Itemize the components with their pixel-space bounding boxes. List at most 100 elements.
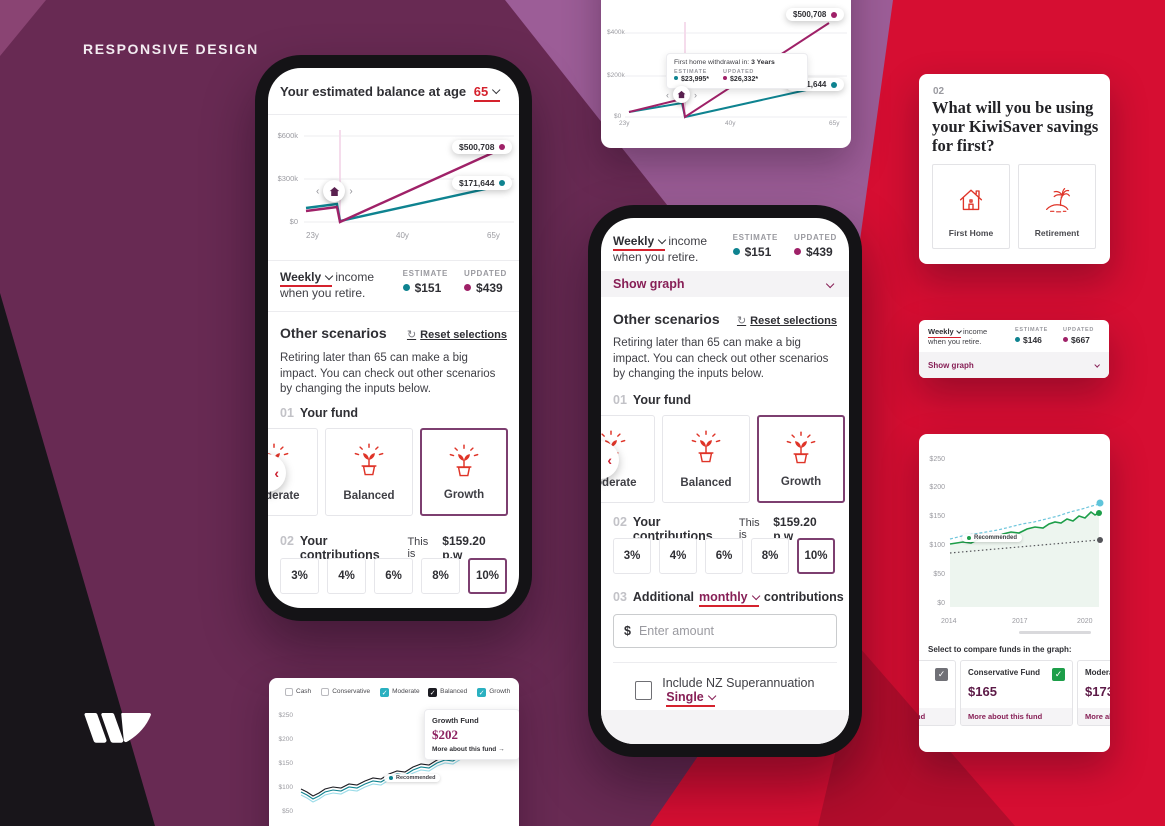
home-marker-icon[interactable] — [323, 180, 346, 202]
prev-arrow-icon: ‹ — [607, 452, 612, 468]
phone-mockup-middle: Weekly income when you retire. ESTIMATE … — [588, 205, 862, 757]
question-number: 02 — [933, 86, 945, 97]
y-tick: $300k — [277, 174, 298, 183]
y-tick: $50 — [282, 808, 293, 815]
option-retirement[interactable]: Retirement — [1018, 164, 1096, 249]
legend-checkbox[interactable]: ✓ — [428, 688, 438, 697]
contribution-8pct-button[interactable]: 8% — [751, 538, 789, 574]
withdrawal-tooltip: First home withdrawal in: 3 Years ESTIMA… — [666, 53, 808, 89]
income-frequency-dropdown[interactable]: Weekly — [613, 234, 667, 251]
more-about-fund-link[interactable]: More about this fund — [961, 708, 1072, 725]
legend-checkbox[interactable]: ✓ — [380, 688, 390, 697]
reset-selections-link[interactable]: ↻ Reset selections — [736, 315, 837, 327]
income-suffix: income — [668, 234, 707, 248]
tooltip-fund-name: Growth Fund — [432, 716, 479, 725]
age-dropdown[interactable]: 65 — [473, 84, 502, 102]
amount-input[interactable] — [636, 623, 826, 639]
y-tick: $150 — [929, 513, 945, 520]
more-about-fund-link[interactable]: More about this fund → — [432, 746, 505, 753]
nz-super-label: Include NZ Superannuation — [662, 676, 815, 690]
mini-income-card: Weekly income when you retire. ESTIMATE … — [919, 320, 1109, 378]
fund-checkbox[interactable]: ✓ — [1052, 668, 1065, 681]
x-tick: 2017 — [1012, 618, 1028, 625]
legend-checkbox[interactable] — [321, 688, 330, 696]
more-about-fund-link[interactable]: More about this fund — [919, 708, 955, 725]
fund-card-growth[interactable]: Growth — [420, 428, 508, 516]
more-about-fund-link[interactable]: More about this fund — [1078, 708, 1110, 725]
x-tick: 2014 — [941, 618, 957, 625]
step-number: 02 — [613, 515, 627, 529]
show-graph-toggle[interactable]: Show graph — [601, 271, 849, 297]
recommended-badge: Recommended — [384, 774, 441, 782]
house-icon — [955, 183, 987, 215]
page-title: RESPONSIVE DESIGN — [83, 41, 259, 57]
y-tick: $600k — [277, 131, 298, 140]
x-tick: 23y — [619, 120, 630, 127]
estimate-stat: ESTIMATE $151 — [732, 233, 779, 259]
chevron-down-icon — [1093, 361, 1100, 369]
legend-checkbox[interactable] — [285, 688, 293, 696]
legend-moderate[interactable]: ✓ Moderate — [380, 688, 420, 697]
show-graph-toggle[interactable]: Show graph — [919, 352, 1109, 378]
estimate-balance-pill: $171,644 — [452, 176, 513, 190]
legend-growth[interactable]: ✓ Growth — [477, 688, 511, 697]
fund-carousel-prev-button[interactable]: ‹ — [601, 441, 619, 479]
fund-card-growth[interactable]: Growth — [757, 415, 845, 503]
estimator-screen: Your estimated balance at age 65 $600k $… — [268, 68, 519, 608]
income-suffix: income — [962, 327, 988, 336]
contribution-3pct-button[interactable]: 3% — [280, 558, 319, 594]
legend-cash[interactable]: Cash — [285, 688, 311, 697]
contribution-8pct-button[interactable]: 8% — [421, 558, 460, 594]
plant-icon — [686, 426, 726, 468]
nz-super-checkbox[interactable] — [635, 680, 653, 700]
contribution-6pct-button[interactable]: 6% — [374, 558, 413, 594]
fund-carousel-prev-button[interactable]: ‹ — [268, 454, 286, 492]
super-type-dropdown[interactable]: Single — [666, 690, 717, 707]
income-frequency-dropdown[interactable]: Weekly — [928, 327, 962, 338]
fund-compare-card-item[interactable]: ✓ More about this fund — [919, 660, 956, 726]
savings-question-card: 02 What will you be using your KiwiSaver… — [919, 74, 1110, 264]
contribution-10pct-button[interactable]: 10% — [468, 558, 507, 594]
updated-stat: UPDATED $667 — [1063, 327, 1095, 345]
marker-next-arrow[interactable]: › — [349, 185, 353, 197]
fund-card-balanced[interactable]: Balanced — [662, 415, 750, 503]
fund-compare-card: $250 $200 $150 $100 $50 $0 Recommended 2… — [919, 434, 1110, 752]
contribution-3pct-button[interactable]: 3% — [613, 538, 651, 574]
contribution-6pct-button[interactable]: 6% — [705, 538, 743, 574]
fund-compare-card-conservative[interactable]: Conservative Fund ✓ $165 More about this… — [960, 660, 1073, 726]
plant-icon — [781, 427, 821, 469]
y-tick: $150 — [278, 760, 293, 767]
fund-checkbox[interactable]: ✓ — [935, 668, 948, 681]
marker-prev-arrow[interactable]: ‹ — [666, 89, 669, 100]
home-marker-icon[interactable] — [673, 86, 690, 103]
fund-compare-card-moderate[interactable]: Moderate Fund ✓ $173 More about this fun… — [1077, 660, 1110, 726]
reset-selections-link[interactable]: ↻ Reset selections — [406, 329, 507, 341]
legend-balanced[interactable]: ✓ Balanced — [428, 688, 468, 697]
legend-conservative[interactable]: Conservative — [321, 688, 370, 697]
updated-stat: UPDATED $439 — [464, 269, 507, 295]
contribution-10pct-button[interactable]: 10% — [797, 538, 835, 574]
marker-next-arrow[interactable]: › — [694, 89, 697, 100]
frequency-dropdown[interactable]: monthly — [699, 590, 761, 607]
balance-chart — [304, 130, 514, 224]
chart-scrollbar[interactable] — [1019, 631, 1091, 634]
marker-prev-arrow[interactable]: ‹ — [316, 185, 320, 197]
contribution-4pct-button[interactable]: 4% — [659, 538, 697, 574]
prev-arrow-icon: ‹ — [274, 465, 279, 481]
x-tick: 2020 — [1077, 618, 1093, 625]
question-title: What will you be using your KiwiSaver sa… — [932, 98, 1099, 155]
legend-checkbox[interactable]: ✓ — [477, 688, 487, 697]
income-frequency-dropdown[interactable]: Weekly — [280, 270, 334, 287]
fund-card-balanced[interactable]: Balanced — [325, 428, 413, 516]
fund-step-label: Your fund — [299, 406, 358, 420]
fund-performance-chart — [949, 499, 1104, 607]
amount-field[interactable]: $ — [613, 614, 837, 648]
step-number: 01 — [280, 406, 294, 420]
y-tick: $250 — [278, 712, 293, 719]
y-tick: $200k — [607, 72, 625, 79]
growth-fund-tooltip: Growth Fund $202 More about this fund → — [424, 709, 519, 760]
contribution-4pct-button[interactable]: 4% — [327, 558, 366, 594]
step-number: 03 — [613, 590, 627, 604]
option-first-home[interactable]: First Home — [932, 164, 1010, 249]
